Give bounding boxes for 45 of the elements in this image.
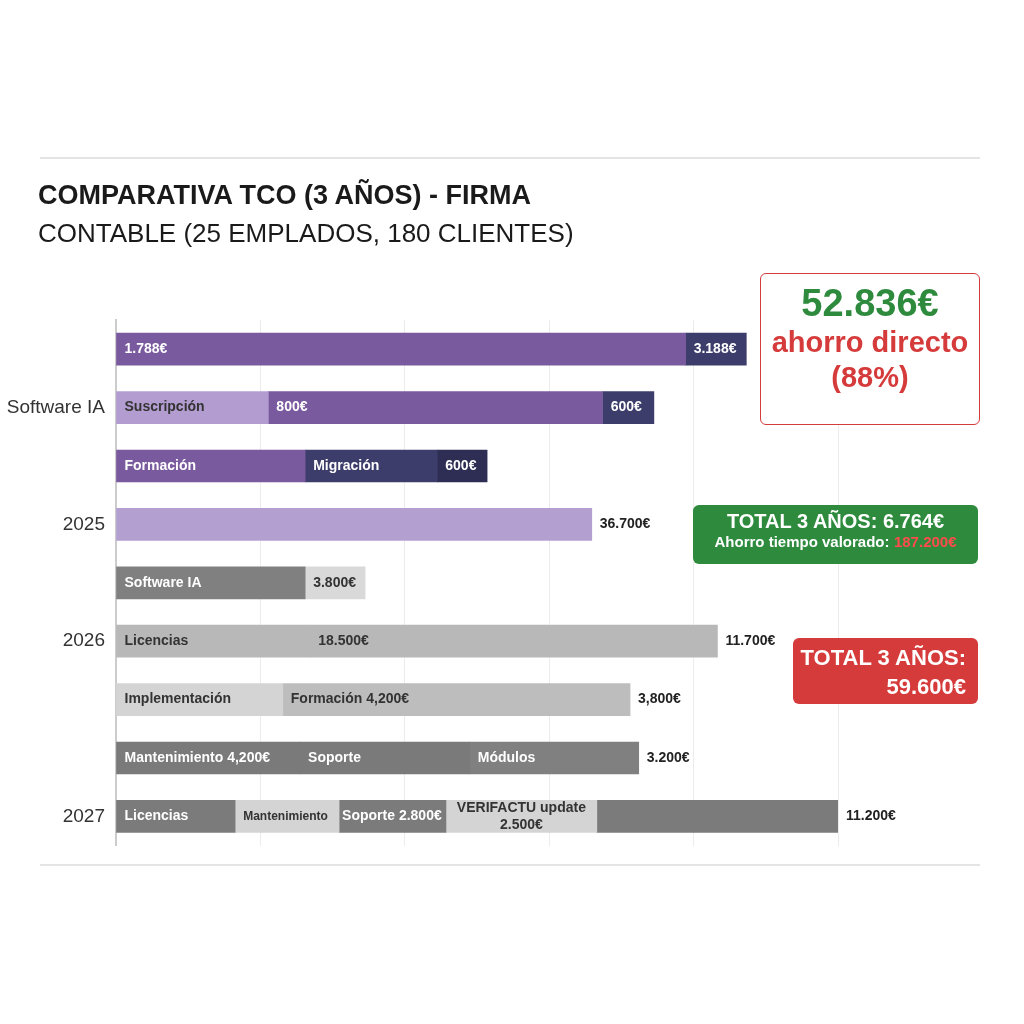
annotation: 3.800€ bbox=[313, 573, 357, 590]
text: 11.200€ bbox=[846, 807, 897, 824]
annotation: 3.188€ bbox=[693, 340, 737, 357]
callout-box: TOTAL 3 AÑOS: 59.600€ bbox=[793, 638, 978, 704]
annotation: 52.836€ bbox=[800, 282, 940, 325]
annotation: Migración bbox=[313, 456, 380, 473]
y-tick-label: 2027 bbox=[62, 804, 105, 826]
chart-subtitle: CONTABLE (25 EMPLADOS, 180 CLIENTES) bbox=[38, 218, 574, 249]
annotation: Módulos bbox=[477, 748, 536, 765]
annotation: Soporte 2.800€ bbox=[342, 807, 442, 824]
y-tick-label: Software IA bbox=[6, 395, 106, 417]
annotation: TOTAL 3 AÑOS: 6.764€ bbox=[725, 510, 946, 533]
annotation: Licencias bbox=[124, 632, 189, 649]
bar bbox=[116, 391, 269, 424]
chart-title: COMPARATIVA TCO (3 AÑOS) - FIRMA bbox=[38, 180, 531, 211]
annotation: VERIFACTU update 2.500€ bbox=[456, 799, 587, 833]
annotation: 11.700€ bbox=[725, 632, 776, 649]
bar bbox=[596, 800, 838, 833]
bar bbox=[282, 683, 631, 716]
bar bbox=[116, 449, 306, 483]
y-tick-label: 2025 bbox=[62, 512, 105, 534]
annotation: 600€ bbox=[610, 398, 642, 415]
annotation: 1.788€ bbox=[124, 340, 168, 357]
annotation: 36.700€ bbox=[599, 515, 651, 532]
annotation: Software IA bbox=[124, 573, 202, 590]
annotation: 18.500€ bbox=[318, 632, 370, 649]
annotation: Implementación bbox=[124, 690, 232, 707]
annotation: Licencias bbox=[124, 807, 189, 824]
annotation: Ahorro tiempo valorado: bbox=[714, 533, 890, 550]
annotation: Soporte bbox=[308, 748, 362, 765]
annotation: Formación 4,200€ bbox=[290, 690, 410, 707]
annotation: ahorro directo (88%) bbox=[770, 325, 970, 395]
annotation: 3.200€ bbox=[646, 748, 690, 765]
annotation: 800€ bbox=[276, 398, 308, 415]
annotation: Suscripción bbox=[124, 398, 205, 415]
callout-box: 52.836€ ahorro directo (88%) bbox=[760, 273, 980, 425]
bar bbox=[116, 332, 686, 366]
annotation: Mantenimiento 4,200€ bbox=[124, 748, 271, 765]
annotation: 3,800€ bbox=[638, 690, 682, 707]
annotation: Mantenimiento bbox=[243, 808, 328, 823]
annotation: Formación bbox=[124, 456, 197, 473]
bar bbox=[116, 508, 593, 541]
callout-box: TOTAL 3 AÑOS: 6.764€ Ahorro tiempo valorado: 187.200€ bbox=[693, 505, 978, 564]
y-tick-label: 2026 bbox=[62, 629, 105, 651]
annotation: 600€ bbox=[445, 456, 477, 473]
